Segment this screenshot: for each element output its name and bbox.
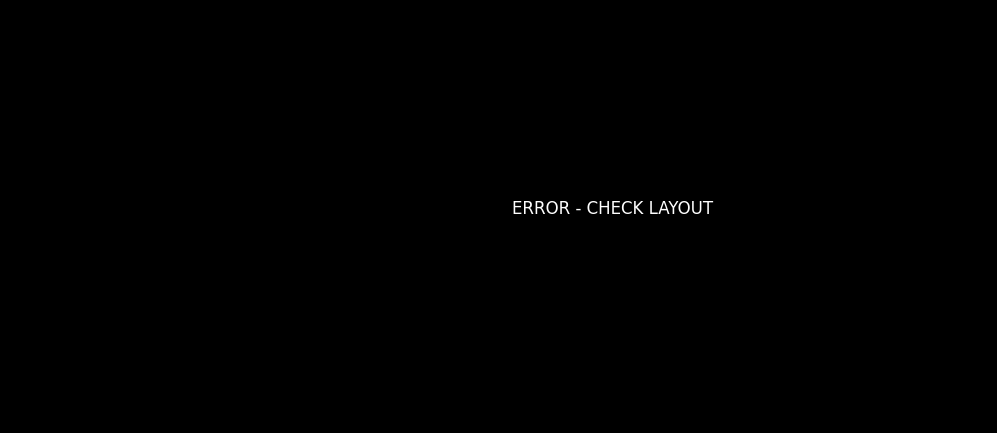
Text: ERROR - CHECK LAYOUT: ERROR - CHECK LAYOUT xyxy=(512,200,713,218)
